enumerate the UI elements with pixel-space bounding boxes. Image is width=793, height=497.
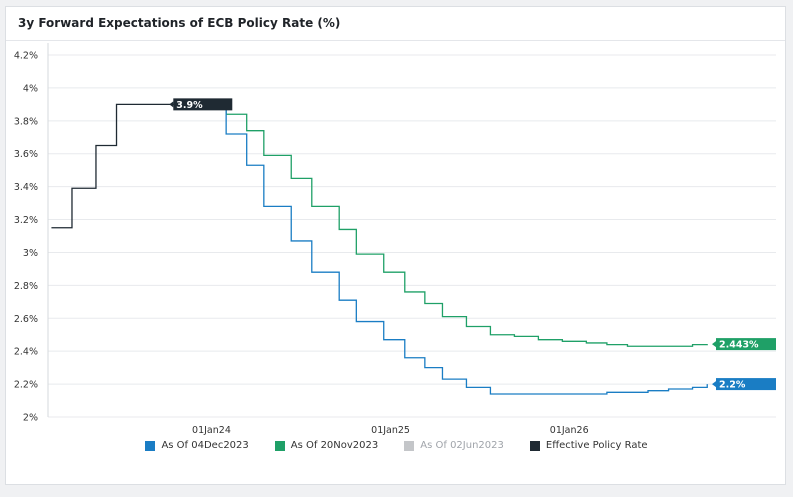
x-tick-label: 01Jan24 <box>192 425 231 436</box>
y-tick-label: 4.2% <box>14 51 38 62</box>
end-label-box-3 <box>173 98 233 111</box>
y-tick-label: 4% <box>23 83 38 94</box>
series-line-0 <box>173 102 708 395</box>
legend-label: As Of 20Nov2023 <box>290 440 379 451</box>
y-tick-label: 3.8% <box>14 116 38 127</box>
legend-swatch <box>529 440 540 451</box>
x-tick-label: 01Jan25 <box>371 425 410 436</box>
series-line-3 <box>51 103 211 229</box>
end-label-box-0 <box>716 378 776 391</box>
legend-swatch <box>404 440 415 451</box>
end-label-text-1: 2.443% <box>719 340 759 351</box>
legend-item[interactable]: As Of 20Nov2023 <box>274 440 379 451</box>
y-tick-label: 2.6% <box>14 314 38 325</box>
end-label-pointer-1 <box>712 341 716 348</box>
series-line-1 <box>173 102 708 347</box>
y-tick-label: 3% <box>23 248 38 259</box>
legend-item[interactable]: As Of 04Dec2023 <box>145 440 249 451</box>
title-divider <box>6 40 785 41</box>
legend-swatch <box>145 440 156 451</box>
end-label-pointer-3 <box>169 101 174 108</box>
legend-label: As Of 04Dec2023 <box>161 440 249 451</box>
y-tick-label: 2.8% <box>14 281 38 292</box>
legend-label: As Of 02Jun2023 <box>420 440 504 451</box>
chart-card: 3y Forward Expectations of ECB Policy Ra… <box>5 6 786 485</box>
end-label-text-3: 3.9% <box>176 100 203 111</box>
y-tick-label: 3.2% <box>14 215 38 226</box>
end-label-box-1 <box>716 338 776 351</box>
y-tick-label: 2.2% <box>14 380 38 391</box>
end-label-text-0: 2.2% <box>719 380 746 391</box>
y-tick-label: 2% <box>23 413 38 424</box>
y-tick-label: 3.6% <box>14 149 38 160</box>
legend-item[interactable]: As Of 02Jun2023 <box>404 440 504 451</box>
legend-swatch <box>274 440 285 451</box>
chart-title: 3y Forward Expectations of ECB Policy Ra… <box>18 16 341 30</box>
x-tick-label: 01Jan26 <box>550 425 589 436</box>
legend-item[interactable]: Effective Policy Rate <box>529 440 648 451</box>
end-label-pointer-0 <box>712 381 716 388</box>
legend-label: Effective Policy Rate <box>545 440 648 451</box>
chart-legend: As Of 04Dec2023 As Of 20Nov2023 As Of 02Ju… <box>0 440 793 451</box>
y-tick-label: 2.4% <box>14 347 38 358</box>
y-tick-label: 3.4% <box>14 182 38 193</box>
